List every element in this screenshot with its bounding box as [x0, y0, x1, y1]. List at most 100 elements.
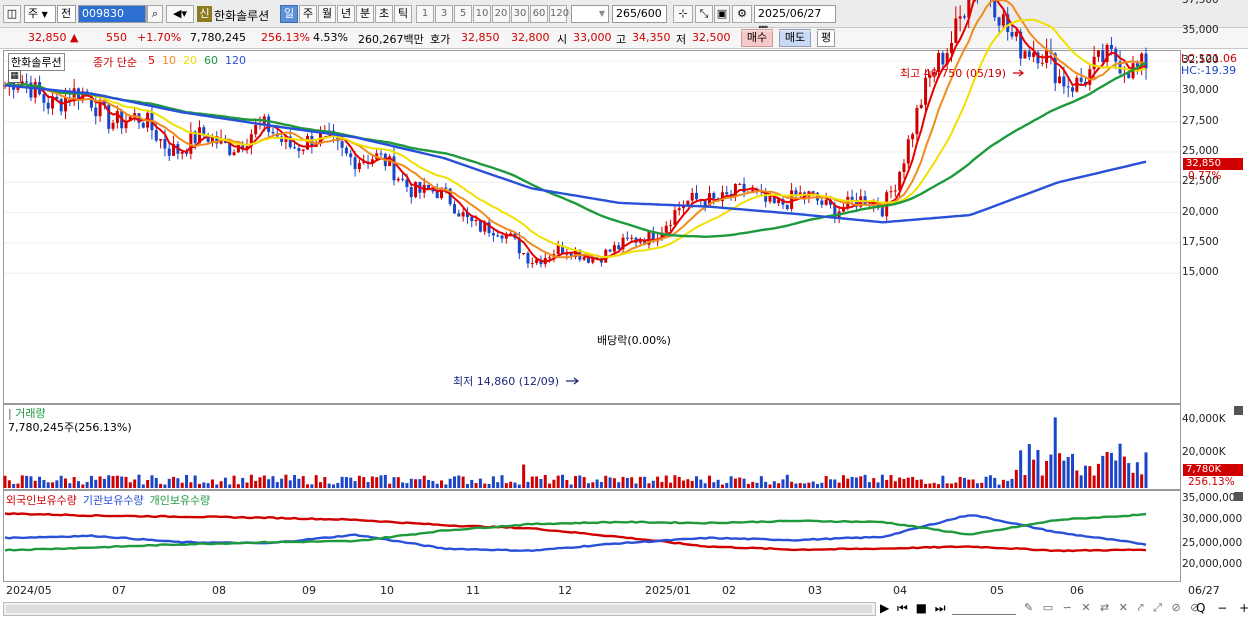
- date-input[interactable]: 2025/06/27 ▦: [754, 5, 836, 36]
- volume-bar: [319, 482, 323, 488]
- gear-icon[interactable]: ⚙: [732, 5, 752, 23]
- buy-button[interactable]: 매수: [741, 29, 773, 47]
- volume-bar: [716, 479, 720, 488]
- interval-tab-0[interactable]: 1: [416, 5, 434, 23]
- candle-body: [535, 259, 539, 264]
- interval-tab-4[interactable]: 20: [492, 5, 510, 23]
- candle-body: [414, 181, 418, 198]
- candle-body: [344, 147, 348, 154]
- holding-legend-0[interactable]: 외국인보유수량: [6, 494, 77, 507]
- interval-tab-1[interactable]: 3: [435, 5, 453, 23]
- zoom-controls[interactable]: Q − + A: [1196, 601, 1248, 615]
- drawing-tools[interactable]: ✎ ▭ ∽ ✕ ⇄ ✕ ⤤ ⤢ ⊘ ⊘: [1024, 601, 1203, 614]
- volume-bar: [271, 476, 275, 488]
- sell-button[interactable]: 매도: [779, 29, 811, 47]
- prev-button[interactable]: 전: [57, 5, 76, 23]
- candle-body: [1114, 49, 1118, 62]
- volume-bar: [595, 479, 599, 488]
- ma-legend-5[interactable]: 5: [148, 54, 155, 67]
- period-tab-4[interactable]: 분: [356, 5, 374, 23]
- volume-bar: [889, 475, 893, 488]
- interval-input[interactable]: ▼: [571, 5, 609, 23]
- candle-body: [924, 77, 928, 105]
- volume-bar: [457, 475, 461, 488]
- volume-bar: [1096, 463, 1100, 488]
- candle-body: [249, 134, 253, 147]
- candle-body: [738, 183, 742, 185]
- holding-panel-close-icon[interactable]: [1234, 492, 1243, 501]
- moving-average-line-120: [4, 84, 1147, 224]
- candle-body: [617, 245, 621, 250]
- period-tab-0[interactable]: 일: [280, 5, 298, 23]
- period-select[interactable]: 주 ▼: [24, 5, 56, 23]
- candle-body: [777, 199, 781, 204]
- candle-body: [1101, 50, 1105, 63]
- horizontal-scrollbar[interactable]: [3, 602, 876, 616]
- interval-tab-3[interactable]: 10: [473, 5, 491, 23]
- volume-bar: [1075, 470, 1079, 488]
- candle-body: [232, 152, 236, 155]
- volume-bar: [284, 474, 288, 488]
- candle-body: [33, 82, 37, 98]
- zoom-slider[interactable]: [952, 603, 1016, 615]
- volume-panel-close-icon[interactable]: [1234, 406, 1243, 415]
- scrollbar-thumb[interactable]: [6, 605, 872, 613]
- candle-body: [582, 257, 586, 260]
- playback-controls[interactable]: ▶ ⏮ ■ ⏭: [880, 601, 948, 615]
- dividend-note: 배당락(0.00%): [597, 334, 671, 347]
- period-tab-2[interactable]: 월: [318, 5, 336, 23]
- volume-bar: [1092, 475, 1096, 488]
- period-tab-6[interactable]: 틱: [394, 5, 412, 23]
- x-axis-label-11: 05: [990, 584, 1004, 597]
- ma-legend-20[interactable]: 20: [183, 54, 197, 67]
- period-tab-5[interactable]: 초: [375, 5, 393, 23]
- volume-bar: [997, 484, 1001, 488]
- search-icon[interactable]: ⌕: [147, 5, 163, 23]
- grid-icon[interactable]: ▦: [8, 70, 21, 83]
- candle-body: [487, 222, 491, 234]
- volume-bar: [487, 484, 491, 488]
- stock-code-input[interactable]: 009830: [78, 5, 146, 23]
- candle-body: [1140, 53, 1144, 67]
- price-panel-title: 한화솔루션: [8, 53, 65, 71]
- volume-bar: [280, 478, 284, 488]
- volume-bar: [500, 475, 504, 488]
- holding-legend-2[interactable]: 개인보유수량: [149, 494, 211, 507]
- candle-body: [621, 237, 625, 250]
- volume-bar: [664, 475, 668, 488]
- chart-settings-icon[interactable]: ◫: [3, 5, 21, 23]
- sound-icon[interactable]: ◀▾: [166, 5, 194, 23]
- interval-tab-2[interactable]: 5: [454, 5, 472, 23]
- interval-tab-6[interactable]: 60: [530, 5, 548, 23]
- candle-body: [712, 193, 716, 199]
- candle-body: [431, 189, 435, 192]
- volume-bar: [496, 482, 500, 488]
- candle-body: [625, 237, 629, 239]
- interval-tab-7[interactable]: 120: [549, 5, 569, 23]
- crosshair-icon[interactable]: ⊹: [673, 5, 693, 23]
- ma-legend-60[interactable]: 60: [204, 54, 218, 67]
- ma-legend-10[interactable]: 10: [162, 54, 176, 67]
- candle-body: [29, 82, 33, 98]
- price-panel[interactable]: [3, 50, 1181, 404]
- volume-bar: [193, 475, 197, 488]
- candle-body: [1058, 76, 1062, 84]
- x-axis-label-8: 02: [722, 584, 736, 597]
- chart-tool-icon[interactable]: ⤡: [695, 5, 713, 23]
- volume-bar: [336, 482, 340, 488]
- holding-panel[interactable]: [3, 490, 1181, 582]
- volume-bar: [353, 481, 357, 488]
- period-tab-3[interactable]: 년: [337, 5, 355, 23]
- period-tab-1[interactable]: 주: [299, 5, 317, 23]
- interval-tab-5[interactable]: 30: [511, 5, 529, 23]
- volume-panel[interactable]: [3, 404, 1181, 490]
- average-button[interactable]: 평: [817, 29, 835, 47]
- volume-bar: [915, 479, 919, 488]
- ma-legend-120[interactable]: 120: [225, 54, 246, 67]
- save-icon[interactable]: ▣: [714, 5, 730, 23]
- holding-legend-1[interactable]: 기관보유수량: [82, 494, 144, 507]
- count-input[interactable]: 265/600: [612, 5, 667, 23]
- price-tick-4: 30,000: [1182, 84, 1219, 97]
- volume-bar: [388, 483, 392, 488]
